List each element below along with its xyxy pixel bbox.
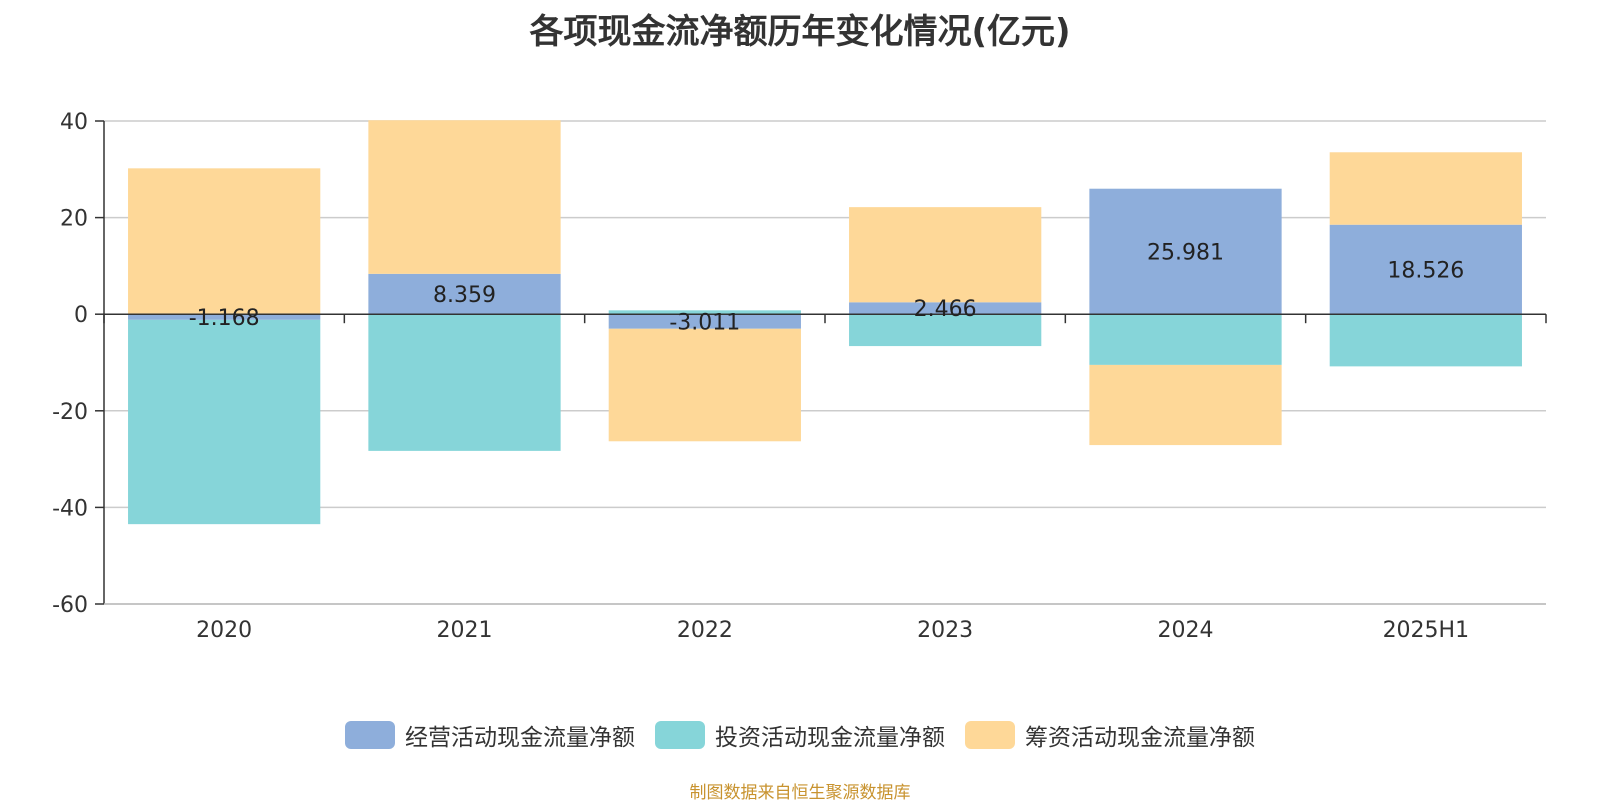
bar-1-2023	[849, 314, 1042, 347]
x-tick-label: 2023	[917, 618, 973, 643]
bar-1-2025H1	[1329, 314, 1522, 367]
data-label: 8.359	[433, 283, 496, 308]
data-label: 18.526	[1387, 258, 1464, 283]
legend-swatch-investing	[655, 721, 705, 749]
data-label: 2.466	[914, 297, 977, 322]
x-tick-label: 2024	[1158, 618, 1214, 643]
y-tick-label: 40	[60, 110, 88, 135]
y-tick-label: 0	[74, 303, 88, 328]
bar-1-2020	[128, 319, 321, 525]
legend-item-operating[interactable]: 经营活动现金流量净额	[345, 718, 635, 752]
data-label: -1.168	[189, 306, 260, 331]
x-tick-label: 2020	[196, 618, 252, 643]
bar-0-2020	[128, 314, 321, 320]
bar-2-2023	[849, 207, 1042, 303]
data-label: -3.011	[669, 310, 740, 335]
legend-label-investing: 投资活动现金流量净额	[715, 725, 945, 751]
bar-1-2024	[1089, 314, 1282, 365]
bar-0-2024	[1089, 188, 1282, 315]
bar-0-2022	[608, 314, 801, 329]
bar-1-2021	[368, 314, 561, 451]
x-tick-label: 2021	[437, 618, 493, 643]
legend-label-financing: 筹资活动现金流量净额	[1025, 725, 1255, 751]
legend: 经营活动现金流量净额 投资活动现金流量净额 筹资活动现金流量净额	[0, 718, 1600, 752]
data-label: 25.981	[1147, 240, 1224, 265]
bar-1-2022	[608, 310, 801, 315]
bar-2-2022	[608, 328, 801, 442]
x-tick-label: 2022	[677, 618, 733, 643]
legend-item-financing[interactable]: 筹资活动现金流量净额	[965, 718, 1255, 752]
bar-2-2020	[128, 168, 321, 315]
bar-2-2024	[1089, 364, 1282, 446]
bar-0-2025H1	[1329, 224, 1522, 315]
y-tick-label: -60	[52, 593, 88, 618]
legend-label-operating: 经营活动现金流量净额	[405, 725, 635, 751]
bar-2-2025H1	[1329, 152, 1522, 225]
y-tick-label: -20	[52, 400, 88, 425]
legend-swatch-financing	[965, 721, 1015, 749]
x-tick-label: 2025H1	[1383, 618, 1470, 643]
y-tick-label: 20	[60, 207, 88, 232]
bar-2-2021	[368, 120, 561, 274]
legend-item-investing[interactable]: 投资活动现金流量净额	[655, 718, 945, 752]
source-note: 制图数据来自恒生聚源数据库	[689, 783, 911, 803]
bar-0-2021	[368, 273, 561, 315]
legend-swatch-operating	[345, 721, 395, 749]
bar-0-2023	[849, 302, 1042, 315]
y-tick-label: -40	[52, 496, 88, 521]
chart-title: 各项现金流净额历年变化情况(亿元)	[529, 12, 1071, 52]
